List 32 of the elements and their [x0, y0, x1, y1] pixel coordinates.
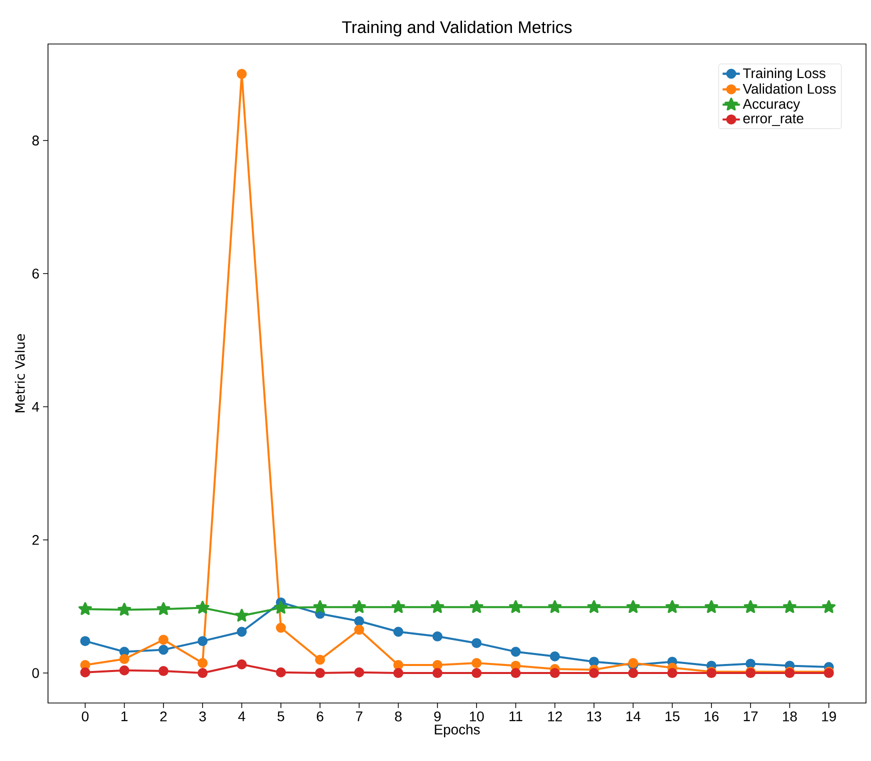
x-tick-label: 7: [356, 712, 362, 722]
x-tick-label: 3: [199, 711, 206, 722]
y-axis-title: Metric Value: [14, 334, 25, 412]
legend-label: Validation Loss: [742, 84, 836, 94]
x-tick-label: 15: [666, 712, 680, 722]
x-tick-label: 10: [470, 711, 484, 722]
x-tick-label: 0: [82, 711, 89, 722]
x-tick-label: 14: [626, 712, 640, 722]
x-axis-title: Epochs: [434, 724, 480, 738]
y-tick-label: 4: [32, 402, 40, 412]
x-tick-label: 12: [548, 711, 562, 722]
legend-label: Training Loss: [743, 68, 826, 81]
x-tick-label: 5: [278, 712, 284, 722]
x-tick-label: 19: [822, 711, 836, 722]
x-tick-label: 11: [510, 712, 522, 722]
x-tick-label: 6: [316, 711, 324, 722]
x-tick-label: 8: [395, 711, 402, 722]
y-tick-label: 6: [32, 268, 39, 279]
x-tick-label: 16: [704, 711, 719, 722]
legend-label: error_rate: [743, 114, 804, 126]
x-tick-label: 4: [238, 712, 246, 722]
y-tick-label: 2: [32, 535, 39, 545]
x-tick-label: 9: [434, 711, 441, 722]
x-tick-label: 1: [122, 712, 128, 722]
y-tick-label: 8: [32, 136, 39, 146]
x-tick-label: 2: [160, 711, 167, 722]
y-tick-label: 0: [32, 668, 39, 678]
x-tick-label: 13: [587, 711, 602, 722]
x-tick-label: 18: [782, 711, 797, 722]
x-tick-label: 17: [744, 712, 758, 722]
legend-label: Accuracy: [742, 99, 800, 112]
chart-title: Training and Validation Metrics: [342, 20, 572, 36]
